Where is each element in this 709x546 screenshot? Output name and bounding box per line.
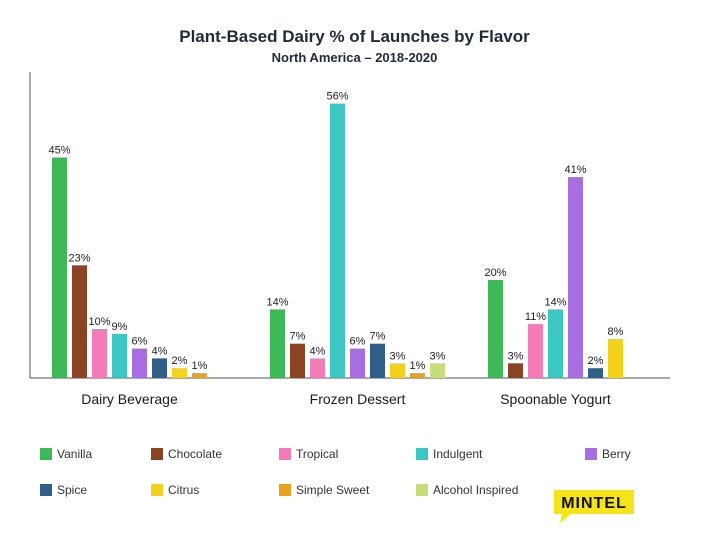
legend-swatch [279, 448, 291, 460]
bar-value-label: 10% [88, 316, 110, 328]
bar-citrus-frozen-dessert [390, 363, 405, 378]
legend-item-tropical: Tropical [279, 447, 338, 461]
legend-item-spice: Spice [40, 483, 87, 497]
bar-simple-sweet-dairy-beverage [192, 373, 207, 378]
bar-vanilla-dairy-beverage [52, 157, 67, 378]
legend-item-indulgent: Indulgent [416, 447, 483, 461]
legend-item-vanilla: Vanilla [40, 447, 92, 461]
bar-chocolate-dairy-beverage [72, 265, 87, 378]
legend-label: Berry [602, 447, 631, 461]
legend-swatch [151, 448, 163, 460]
category-label: Frozen Dessert [310, 391, 406, 407]
bar-indulgent-frozen-dessert [330, 103, 345, 378]
legend-item-alcohol-inspired: Alcohol Inspired [416, 483, 518, 497]
bar-indulgent-dairy-beverage [112, 333, 127, 378]
legend-swatch [416, 448, 428, 460]
bar-value-label: 14% [544, 296, 566, 308]
bars-group [52, 103, 623, 378]
bar-chocolate-frozen-dessert [290, 343, 305, 378]
legend-swatch [40, 448, 52, 460]
bar-indulgent-spoonable-yogurt [548, 309, 563, 378]
bar-berry-spoonable-yogurt [568, 177, 583, 378]
bar-spice-spoonable-yogurt [588, 368, 603, 378]
category-label: Dairy Beverage [81, 391, 178, 407]
legend-swatch [279, 484, 291, 496]
bar-labels-group: 45% 23% 10% 9% 6% 4% 2% 1% 14% 7% 4% 56% 6% 7% 3% 1% 3% 2… [48, 91, 623, 373]
bar-berry-dairy-beverage [132, 348, 147, 378]
bar-citrus-dairy-beverage [172, 368, 187, 378]
bar-value-label: 2% [588, 355, 604, 367]
chart-title: Plant-Based Dairy % of Launches by Flavo… [179, 27, 530, 46]
legend-item-citrus: Citrus [151, 483, 199, 497]
legend-swatch [40, 484, 52, 496]
bar-value-label: 3% [508, 350, 524, 362]
bar-value-label: 3% [430, 350, 446, 362]
bar-value-label: 9% [112, 321, 128, 333]
bar-value-label: 7% [290, 331, 306, 343]
bar-value-label: 1% [192, 360, 208, 372]
bar-tropical-spoonable-yogurt [528, 324, 543, 378]
bar-alcohol-inspired-frozen-dessert [430, 363, 445, 378]
bar-spice-dairy-beverage [152, 358, 167, 378]
logo-speech-bubble-icon [554, 490, 634, 523]
bar-simple-sweet-frozen-dessert [410, 373, 425, 378]
bar-spice-frozen-dessert [370, 343, 385, 378]
legend-label: Citrus [168, 483, 199, 497]
bar-value-label: 14% [266, 296, 288, 308]
bar-value-label: 7% [370, 331, 386, 343]
category-labels-group: Dairy Beverage Frozen Dessert Spoonable Yo… [81, 391, 611, 407]
logo-text: MINTEL [561, 495, 627, 512]
bar-berry-frozen-dessert [350, 348, 365, 378]
bar-tropical-dairy-beverage [92, 329, 107, 378]
bar-citrus-spoonable-yogurt [608, 338, 623, 378]
legend-label: Alcohol Inspired [433, 483, 518, 497]
bar-vanilla-spoonable-yogurt [488, 280, 503, 378]
legend: Vanilla Chocolate Tropical Indulgent Berry Sp… [40, 447, 631, 497]
category-label: Spoonable Yogurt [500, 391, 611, 407]
bar-value-label: 2% [172, 355, 188, 367]
bar-value-label: 8% [608, 326, 624, 338]
bar-value-label: 6% [350, 336, 366, 348]
bar-tropical-frozen-dessert [310, 358, 325, 378]
bar-value-label: 4% [310, 345, 326, 357]
mintel-logo: MINTEL [551, 488, 637, 524]
chart-header: Plant-Based Dairy % of Launches by Flavo… [0, 27, 709, 65]
chart-subtitle: North America – 2018-2020 [271, 50, 438, 65]
bar-value-label: 6% [132, 336, 148, 348]
bar-value-label: 41% [564, 164, 586, 176]
bar-value-label: 3% [390, 350, 406, 362]
bar-value-label: 20% [484, 267, 506, 279]
legend-label: Spice [57, 483, 87, 497]
legend-item-simple-sweet: Simple Sweet [279, 483, 370, 497]
legend-item-berry: Berry [585, 447, 631, 461]
bar-vanilla-frozen-dessert [270, 309, 285, 378]
legend-swatch [151, 484, 163, 496]
legend-label: Chocolate [168, 447, 222, 461]
bar-value-label: 11% [525, 311, 546, 323]
bar-value-label: 1% [410, 360, 426, 372]
legend-label: Indulgent [433, 447, 483, 461]
legend-item-chocolate: Chocolate [151, 447, 222, 461]
bar-chocolate-spoonable-yogurt [508, 363, 523, 378]
bar-value-label: 45% [48, 145, 70, 157]
legend-label: Simple Sweet [296, 483, 370, 497]
legend-swatch [416, 484, 428, 496]
bar-value-label: 4% [152, 345, 168, 357]
bar-value-label: 56% [326, 91, 348, 103]
legend-label: Vanilla [57, 447, 92, 461]
legend-label: Tropical [296, 447, 338, 461]
legend-swatch [585, 448, 597, 460]
bar-value-label: 23% [68, 252, 90, 264]
